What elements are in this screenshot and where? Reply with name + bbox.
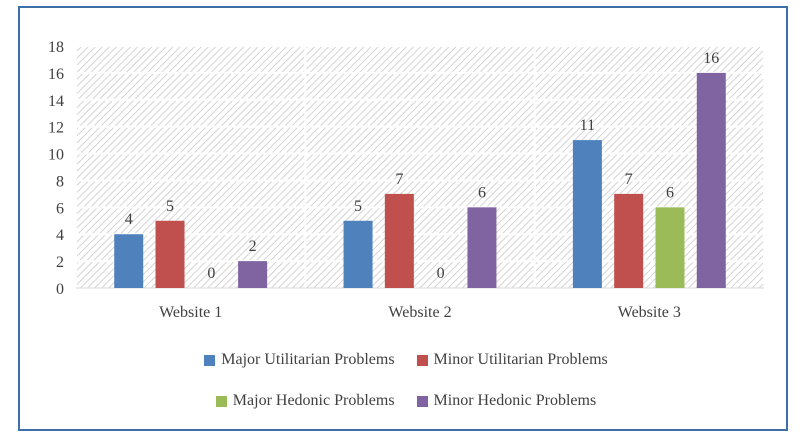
legend-swatch	[416, 395, 428, 407]
data-label: 2	[249, 238, 257, 255]
y-tick-label: 8	[56, 173, 64, 190]
y-tick-label: 4	[56, 227, 64, 244]
plot-background	[76, 46, 764, 288]
data-label: 11	[580, 117, 595, 134]
bar	[343, 220, 373, 288]
bar	[696, 72, 726, 288]
bar	[614, 193, 644, 288]
y-tick-label: 0	[56, 281, 64, 298]
y-tick-label: 12	[48, 120, 64, 137]
data-label: 0	[207, 265, 215, 282]
y-tick-label: 10	[48, 147, 64, 164]
legend-swatch	[416, 354, 428, 366]
bar-chart: 0 2 4 6 8 10 12 14 16 18 4 5 0 2 Website 1 5 7 0 6 Website …	[48, 39, 765, 321]
legend-row-1: Major Utilitarian Problems Minor Utilita…	[0, 351, 812, 369]
bar	[467, 207, 497, 288]
legend-swatch	[215, 395, 227, 407]
legend-label: Minor Hedonic Problems	[433, 392, 597, 409]
legend-row-2: Major Hedonic Problems Minor Hedonic Pro…	[0, 392, 812, 410]
legend-item-minor-hedonic: Minor Hedonic Problems	[416, 392, 597, 410]
legend-label: Major Hedonic Problems	[232, 392, 395, 409]
bar	[238, 261, 268, 288]
legend-item-major-utilitarian: Major Utilitarian Problems	[204, 351, 395, 369]
x-tick-label: Website 1	[159, 304, 222, 321]
data-label: 4	[125, 211, 133, 228]
data-label: 5	[166, 198, 174, 215]
data-label: 7	[395, 171, 403, 188]
legend-label: Minor Utilitarian Problems	[433, 351, 608, 368]
bar	[572, 140, 602, 288]
y-tick-label: 14	[48, 93, 64, 110]
legend-item-major-hedonic: Major Hedonic Problems	[215, 392, 395, 410]
y-tick-label: 18	[48, 39, 64, 56]
legend-swatch	[204, 354, 216, 366]
legend-label: Major Utilitarian Problems	[221, 351, 395, 368]
data-label: 7	[625, 171, 633, 188]
x-tick-label: Website 3	[618, 304, 681, 321]
bar	[655, 207, 685, 288]
bar	[114, 234, 144, 288]
y-tick-label: 16	[48, 66, 64, 83]
bar	[155, 220, 185, 288]
data-label: 0	[437, 265, 445, 282]
legend-item-minor-utilitarian: Minor Utilitarian Problems	[416, 351, 608, 369]
x-tick-label: Website 2	[388, 304, 451, 321]
data-label: 16	[703, 50, 719, 67]
y-tick-label: 6	[56, 200, 64, 217]
data-label: 6	[666, 184, 674, 201]
bar	[384, 193, 414, 288]
data-label: 6	[478, 184, 486, 201]
data-label: 5	[354, 198, 362, 215]
y-tick-label: 2	[56, 254, 64, 271]
